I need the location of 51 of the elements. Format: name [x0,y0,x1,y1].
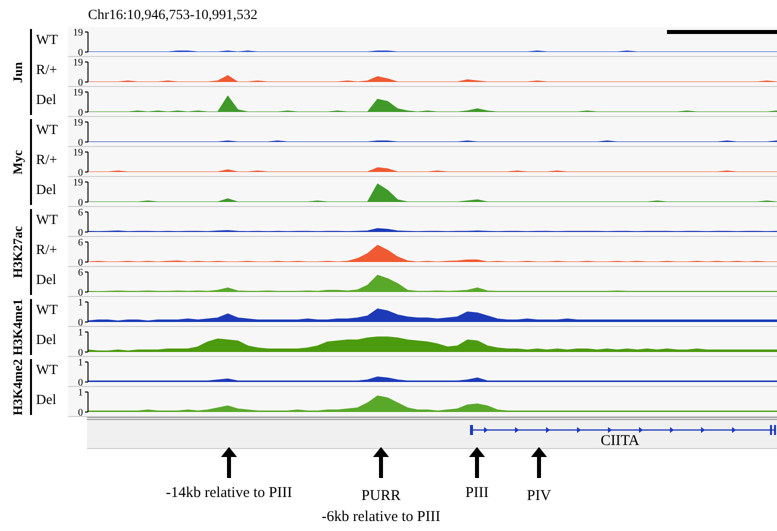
y-tick-label: 0 [78,108,83,119]
y-tick-label: 1 [78,388,83,399]
y-tick-label: 0 [78,138,83,149]
y-tick-label: 1 [78,358,83,369]
y-axis-title: H3K4me2 [10,358,26,416]
y-tick-label: 19 [73,88,83,99]
y-tick-label: 0 [78,378,83,389]
text: Del [36,393,56,409]
text: R/+ [36,153,58,169]
text: -14kb relative to PIII [166,485,292,502]
y-tick-label: 0 [78,258,83,269]
text: WT [36,213,58,229]
y-tick-label: 6 [78,238,83,249]
text: PURR [361,488,401,505]
text: WT [36,363,58,379]
y-tick-label: 19 [73,28,83,39]
text: Del [36,273,56,289]
text: Del [36,183,56,199]
text: WT [36,303,58,319]
chart-title: Chr16:10,946,753-10,991,532 [87,8,259,25]
text: Del [36,93,56,109]
y-tick-label: 0 [78,228,83,239]
y-tick-label: 6 [78,208,83,219]
y-tick-label: 0 [78,78,83,89]
y-tick-label: 1 [78,328,83,339]
text: PIV [526,488,552,505]
y-tick-label: 19 [73,58,83,69]
y-tick-label: 0 [78,318,83,329]
y-tick-label: 0 [78,408,83,419]
y-tick-label: 0 [78,168,83,179]
y-tick-label: 0 [78,48,83,59]
text: -6kb relative to PIII [322,509,440,526]
y-tick-label: 6 [78,268,83,279]
y-axis-title: H3K27ac [10,226,26,278]
y-tick-label: 0 [78,288,83,299]
text: R/+ [36,63,58,79]
y-tick-label: 1 [78,298,83,309]
text: Del [36,333,56,349]
text: PIII [465,485,489,502]
text: CIITA [600,433,640,450]
y-tick-label: 0 [78,348,83,359]
text: R/+ [36,243,58,259]
text: WT [36,123,58,139]
y-axis-title: H3K4me1 [10,298,26,356]
y-axis-title: Jun [10,62,26,82]
y-tick-label: 0 [78,198,83,209]
y-tick-label: 19 [73,118,83,129]
y-tick-label: 19 [73,148,83,159]
text: WT [36,33,58,49]
y-tick-label: 19 [73,178,83,189]
y-axis-title: Myc [10,150,26,174]
